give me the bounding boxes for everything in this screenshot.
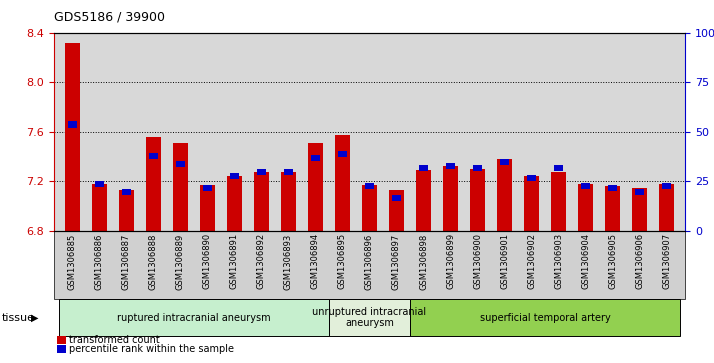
Bar — [605, 186, 620, 231]
Bar — [122, 189, 131, 195]
Bar — [473, 165, 482, 171]
Bar — [419, 165, 428, 171]
FancyBboxPatch shape — [329, 299, 410, 336]
Bar — [581, 183, 590, 189]
FancyBboxPatch shape — [59, 299, 329, 336]
Bar — [554, 165, 563, 171]
Bar — [257, 169, 266, 175]
Bar — [149, 153, 158, 159]
Bar — [92, 184, 107, 231]
Text: superficial temporal artery: superficial temporal artery — [480, 313, 610, 323]
Bar — [635, 189, 644, 195]
Text: ruptured intracranial aneurysm: ruptured intracranial aneurysm — [117, 313, 271, 323]
Bar — [497, 159, 512, 231]
Text: GDS5186 / 39900: GDS5186 / 39900 — [54, 11, 164, 24]
Bar — [632, 188, 647, 231]
Text: percentile rank within the sample: percentile rank within the sample — [69, 344, 233, 354]
Bar — [443, 166, 458, 231]
Text: unruptured intracranial
aneurysm: unruptured intracranial aneurysm — [313, 307, 426, 329]
Bar — [119, 190, 134, 231]
Bar — [578, 184, 593, 231]
Bar — [662, 183, 671, 189]
Bar — [338, 151, 347, 157]
Bar — [335, 135, 350, 231]
Bar — [365, 183, 374, 189]
Bar — [176, 161, 185, 167]
Bar — [389, 190, 404, 231]
Text: transformed count: transformed count — [69, 335, 159, 345]
FancyBboxPatch shape — [410, 299, 680, 336]
Bar — [308, 143, 323, 231]
Bar — [500, 159, 509, 165]
Bar — [362, 185, 377, 231]
Bar — [470, 169, 485, 231]
Bar — [551, 172, 566, 231]
Bar — [527, 175, 536, 181]
Bar — [284, 169, 293, 175]
Bar — [608, 185, 617, 191]
Bar — [281, 172, 296, 231]
Bar — [524, 176, 539, 231]
Bar — [68, 122, 77, 128]
Bar — [95, 181, 104, 187]
Bar — [173, 143, 188, 231]
Bar — [659, 184, 674, 231]
Bar — [203, 185, 212, 191]
Bar — [416, 170, 431, 231]
Bar — [230, 173, 239, 179]
Bar — [311, 155, 320, 161]
Text: tissue: tissue — [1, 313, 34, 323]
Bar — [446, 163, 455, 169]
Bar — [200, 185, 215, 231]
Bar — [65, 42, 80, 231]
Bar — [254, 172, 269, 231]
Bar — [146, 136, 161, 231]
Text: ▶: ▶ — [31, 313, 39, 323]
Bar — [227, 176, 242, 231]
Bar — [392, 195, 401, 201]
